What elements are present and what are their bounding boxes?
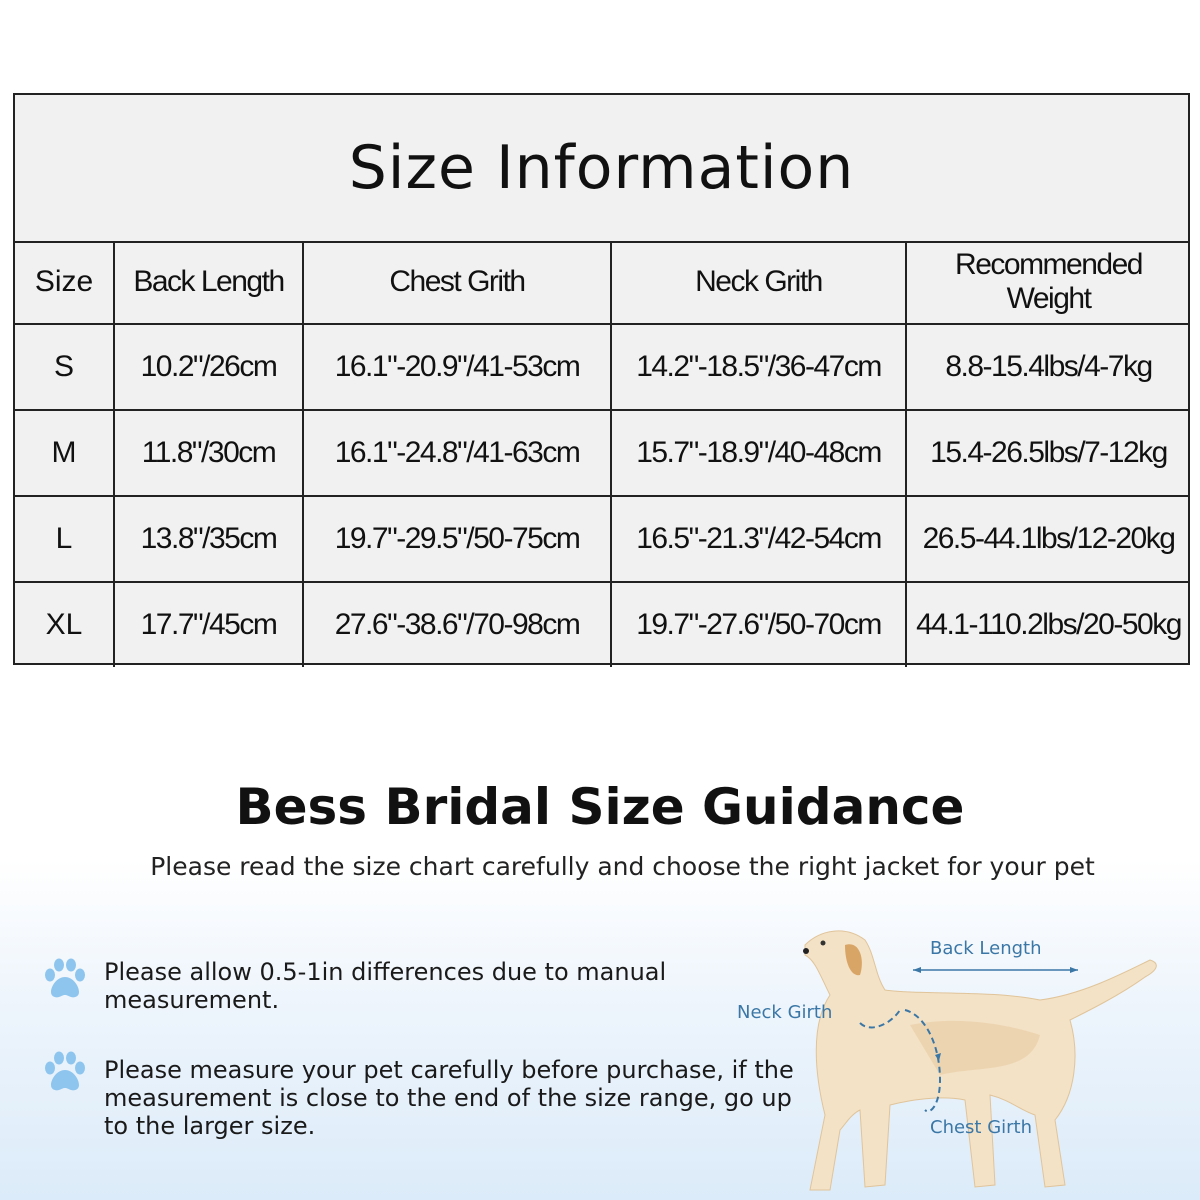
chest-girth-label: Chest Girth [930, 1117, 1033, 1138]
cell-neck-girth: 15.7"-18.9"/40-48cm [610, 409, 907, 497]
tip-text: Please allow 0.5-1in differences due to … [104, 958, 667, 1014]
header-row: Size Back Length Chest Grith Neck Grith … [15, 241, 1190, 325]
size-table: Size Information Size Back Length Chest … [13, 93, 1190, 667]
cell-size: XL [15, 581, 115, 667]
cell-size: M [15, 409, 115, 497]
cell-weight: 44.1-110.2lbs/20-50kg [905, 581, 1190, 667]
cell-back-length: 11.8"/30cm [113, 409, 304, 497]
paw-icon [45, 958, 85, 998]
tip-text: Please measure your pet carefully before… [104, 1056, 794, 1140]
back-length-label: Back Length [930, 938, 1042, 959]
header-size: Size [15, 241, 115, 325]
header-weight: Recommended Weight [905, 241, 1190, 325]
cell-weight: 8.8-15.4lbs/4-7kg [905, 323, 1190, 411]
cell-size: S [15, 323, 115, 411]
cell-neck-girth: 16.5"-21.3"/42-54cm [610, 495, 907, 583]
cell-back-length: 13.8"/35cm [113, 495, 304, 583]
cell-back-length: 17.7"/45cm [113, 581, 304, 667]
neck-girth-label: Neck Girth [737, 1002, 833, 1023]
cell-neck-girth: 19.7"-27.6"/50-70cm [610, 581, 907, 667]
size-table-title: Size Information [15, 95, 1188, 243]
guidance-title: Bess Bridal Size Guidance [235, 778, 965, 836]
table-row: M 11.8"/30cm 16.1"-24.8"/41-63cm 15.7"-1… [15, 409, 1190, 497]
table-row: L 13.8"/35cm 19.7"-29.5"/50-75cm 16.5"-2… [15, 495, 1190, 583]
cell-weight: 15.4-26.5lbs/7-12kg [905, 409, 1190, 497]
cell-chest-girth: 27.6"-38.6"/70-98cm [302, 581, 612, 667]
guidance-subtitle: Please read the size chart carefully and… [150, 852, 1095, 881]
cell-neck-girth: 14.2"-18.5"/36-47cm [610, 323, 907, 411]
cell-size: L [15, 495, 115, 583]
cell-chest-girth: 16.1"-20.9"/41-53cm [302, 323, 612, 411]
cell-chest-girth: 16.1"-24.8"/41-63cm [302, 409, 612, 497]
header-chest-girth: Chest Grith [302, 241, 612, 325]
header-neck-girth: Neck Grith [610, 241, 907, 325]
paw-icon [45, 1051, 85, 1091]
cell-back-length: 10.2"/26cm [113, 323, 304, 411]
cell-chest-girth: 19.7"-29.5"/50-75cm [302, 495, 612, 583]
table-row: S 10.2"/26cm 16.1"-20.9"/41-53cm 14.2"-1… [15, 323, 1190, 411]
table-row: XL 17.7"/45cm 27.6"-38.6"/70-98cm 19.7"-… [15, 581, 1190, 667]
dog-illustration [803, 930, 1157, 1191]
header-back-length: Back Length [113, 241, 304, 325]
size-grid: Size Back Length Chest Grith Neck Grith … [15, 241, 1190, 667]
cell-weight: 26.5-44.1lbs/12-20kg [905, 495, 1190, 583]
